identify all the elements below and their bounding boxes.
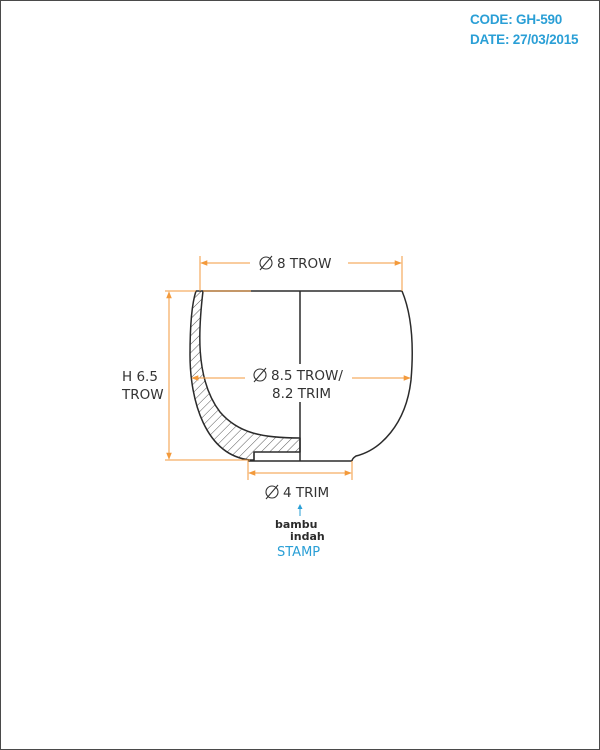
top-diameter-label: 8 TROW [259, 255, 331, 272]
diameter-symbol-slash [253, 367, 267, 383]
stamp-brand-line2: indah [290, 530, 325, 543]
drawing-date: DATE: 27/03/2015 [470, 32, 579, 47]
body-diameter-text-2: 8.2 TRIM [272, 386, 331, 402]
stamp-label: STAMP [277, 545, 320, 560]
diameter-symbol-icon [253, 368, 267, 382]
top-diameter-text: 8 TROW [277, 256, 331, 272]
body-diameter-label: 8.5 TROW/ 8.2 TRIM [249, 364, 352, 402]
body-label-backdrop [249, 364, 352, 402]
stamp-pointer-head [297, 504, 303, 509]
cup-wall-section [189, 290, 301, 461]
diameter-symbol-icon [259, 256, 273, 270]
diameter-symbol-slash [265, 484, 279, 500]
stamp-brand-line1: bambu [275, 518, 317, 531]
height-text-2: TROW [121, 387, 164, 403]
height-text-1: H 6.5 [122, 369, 158, 385]
cup-outer-profile [351, 290, 414, 462]
product-code: CODE: GH-590 [470, 12, 563, 27]
header-block: CODE: GH-590 DATE: 27/03/2015 [470, 10, 592, 50]
diameter-symbol-slash [259, 255, 273, 271]
diameter-symbol-icon [265, 485, 279, 499]
base-diameter-label: 4 TRIM [265, 484, 329, 501]
base-diameter-text: 4 TRIM [283, 485, 329, 501]
body-diameter-text-1: 8.5 TROW/ [271, 368, 343, 384]
